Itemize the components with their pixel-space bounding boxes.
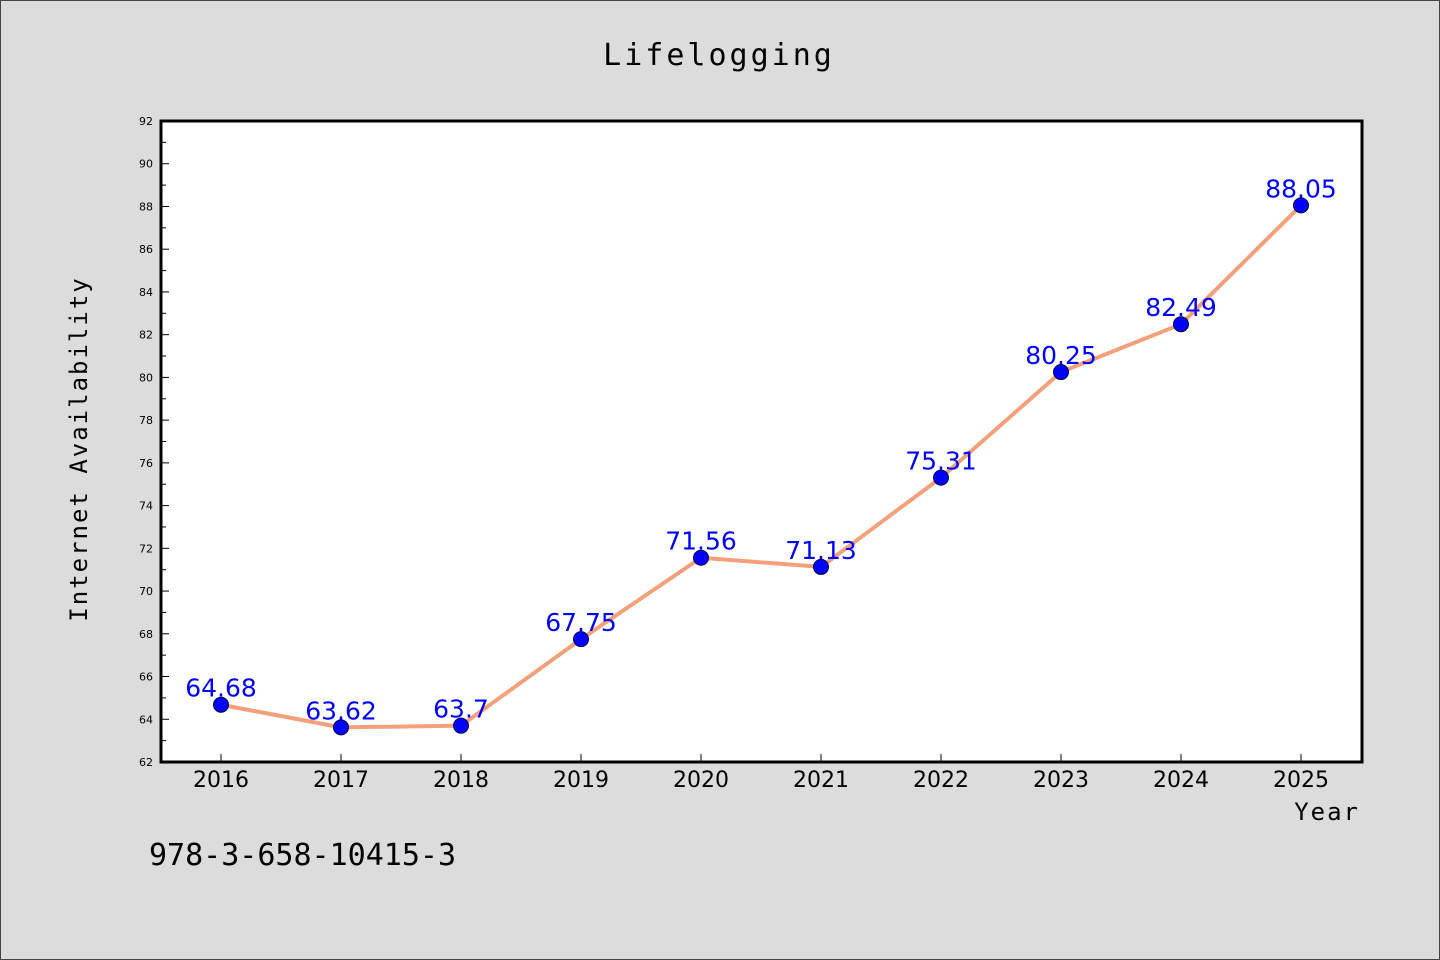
data-point xyxy=(813,558,829,575)
x-axis-label: Year xyxy=(1294,798,1360,826)
y-tick-label: 72 xyxy=(139,542,153,555)
data-label: 71.13 xyxy=(785,536,857,565)
series-line xyxy=(219,203,1303,730)
y-tick-label: 68 xyxy=(139,628,153,641)
x-tick-label: 2020 xyxy=(673,768,729,793)
data-label: 64.68 xyxy=(185,674,257,703)
y-tick-label: 82 xyxy=(139,329,153,342)
data-point xyxy=(933,469,949,486)
data-point xyxy=(333,719,349,736)
y-tick-label: 88 xyxy=(139,200,153,213)
x-tick-label: 2018 xyxy=(433,768,489,793)
chart-title: Lifelogging xyxy=(603,38,835,73)
y-tick-label: 64 xyxy=(139,713,153,726)
data-label: 71.56 xyxy=(665,527,737,556)
data-label: 67.75 xyxy=(545,608,617,637)
y-tick-label: 86 xyxy=(139,243,153,256)
x-tick-label: 2016 xyxy=(193,768,249,793)
data-label: 82.49 xyxy=(1145,293,1217,322)
y-tick-label: 76 xyxy=(139,457,153,470)
data-point xyxy=(453,717,469,734)
y-tick-label: 66 xyxy=(139,671,153,684)
data-point xyxy=(693,549,709,566)
y-tick-label: 78 xyxy=(139,414,153,427)
x-tick-label: 2024 xyxy=(1153,768,1209,793)
x-tick-label: 2022 xyxy=(913,768,969,793)
x-tick-label: 2023 xyxy=(1033,768,1089,793)
data-labels: 64.68 63.62 63.7 67.75 71.56 71.13 75.31 80.25 8… xyxy=(185,174,1337,725)
x-tick-label: 2025 xyxy=(1273,768,1329,793)
data-label: 63.7 xyxy=(433,695,489,724)
data-point xyxy=(213,696,229,713)
x-axis: 2016 2017 2018 2019 2020 2021 2022 2023 2024 2025 xyxy=(193,754,1329,793)
data-point xyxy=(1053,364,1069,381)
plot-area xyxy=(159,119,1364,764)
y-tick-label: 74 xyxy=(139,500,153,513)
y-axis-label: Internet Availability xyxy=(65,276,93,621)
data-label: 75.31 xyxy=(905,447,977,476)
series-polyline xyxy=(219,203,1303,730)
data-label: 88.05 xyxy=(1265,174,1337,203)
data-point xyxy=(573,631,589,648)
data-point xyxy=(1293,197,1309,214)
data-points xyxy=(213,197,1309,736)
data-label: 80.25 xyxy=(1025,341,1097,370)
x-tick-label: 2019 xyxy=(553,768,609,793)
y-tick-label: 62 xyxy=(139,756,153,769)
x-tick-label: 2021 xyxy=(793,768,849,793)
y-axis: 62 64 66 68 70 72 74 76 78 80 82 84 86 88 90 92 xyxy=(139,115,169,769)
y-tick-label: 84 xyxy=(139,286,153,299)
isbn-text: 978-3-658-10415-3 xyxy=(149,838,456,873)
data-label: 63.62 xyxy=(305,696,377,725)
y-tick-label: 70 xyxy=(139,585,153,598)
y-tick-label: 90 xyxy=(139,158,153,171)
y-tick-label: 80 xyxy=(139,371,153,384)
y-tick-label: 92 xyxy=(139,115,153,128)
data-point xyxy=(1173,316,1189,333)
x-tick-label: 2017 xyxy=(313,768,369,793)
